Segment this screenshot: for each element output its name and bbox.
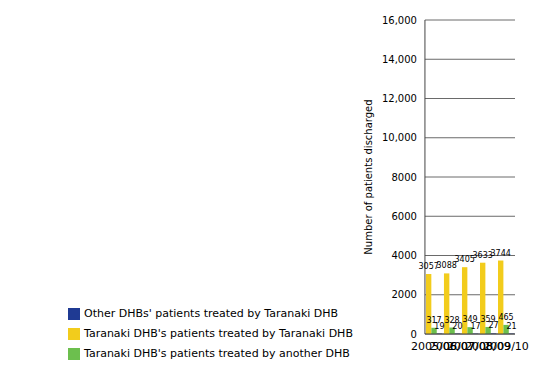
- svg-text:27: 27: [488, 321, 498, 330]
- svg-text:16,000: 16,000: [382, 15, 417, 26]
- svg-text:2009/10: 2009/10: [483, 340, 529, 353]
- svg-text:4000: 4000: [391, 250, 416, 261]
- svg-text:Number of patients discharged: Number of patients discharged: [363, 99, 374, 254]
- svg-text:2000: 2000: [391, 289, 416, 300]
- svg-text:6000: 6000: [391, 211, 416, 222]
- svg-text:20: 20: [452, 322, 462, 331]
- svg-text:10,000: 10,000: [382, 132, 417, 143]
- svg-text:21: 21: [506, 322, 516, 331]
- svg-text:19: 19: [434, 322, 444, 331]
- svg-text:17: 17: [470, 322, 480, 331]
- svg-text:465: 465: [498, 313, 513, 322]
- svg-text:3744: 3744: [491, 249, 511, 258]
- svg-text:12,000: 12,000: [382, 93, 417, 104]
- svg-text:14,000: 14,000: [382, 54, 417, 65]
- svg-text:8000: 8000: [391, 172, 416, 183]
- svg-text:0: 0: [411, 329, 417, 340]
